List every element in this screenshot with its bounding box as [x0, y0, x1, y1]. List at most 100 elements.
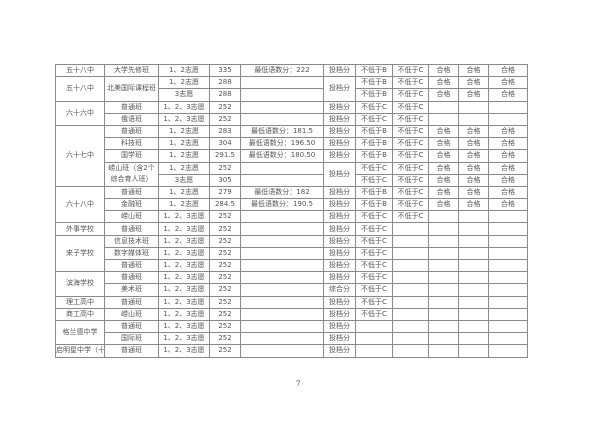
table-cell: 投档分	[323, 161, 356, 187]
table-cell: 不低于C	[355, 173, 393, 187]
table-cell	[458, 210, 489, 224]
table-cell: 1、2、3志愿	[158, 295, 210, 309]
table-cell: 普通班	[104, 100, 159, 114]
table-cell	[488, 100, 528, 114]
table-cell: 投档分	[323, 112, 356, 126]
table-cell: 投档分	[323, 198, 356, 212]
table-cell: 投档分	[323, 234, 356, 248]
table-cell: 普通班	[104, 258, 159, 273]
page-number: 7	[296, 380, 301, 388]
table-cell	[428, 319, 459, 334]
table-cell: 283	[209, 124, 241, 139]
table-cell: 1、2、3志愿	[158, 100, 210, 114]
table-row: 金融班 1、2志愿 284.5 最低语数分：190.5 投档分 不低于B 不低于C 合格 合格合…	[56, 198, 528, 212]
table-cell: 335	[209, 63, 241, 78]
table-cell: 不低于B	[355, 76, 393, 90]
table-cell	[240, 112, 324, 126]
table-cell: 合格	[458, 149, 489, 163]
table-cell: 不低于C	[355, 234, 393, 248]
table-cell: 252	[209, 210, 241, 224]
table-cell: 不低于C	[392, 185, 429, 200]
table-row: 来子学校 信息技术班 1、2、3志愿 252 投档分 不低于C	[55, 234, 528, 273]
table-cell	[240, 271, 324, 285]
table-cell: 合格	[488, 76, 528, 90]
table-cell: 五十八中	[55, 76, 105, 102]
table-cell	[458, 271, 489, 285]
table-cell: 普通班	[104, 222, 159, 236]
table-cell	[488, 222, 528, 236]
table-cell: 理工高中	[55, 295, 105, 309]
table-row: 商工高中 崂山班 1、2、3志愿 252 投档分 不低于C	[55, 307, 528, 321]
table-cell: 252	[209, 283, 241, 297]
table-cell	[458, 283, 489, 297]
table-cell	[392, 234, 429, 248]
table-cell: 不低于C	[392, 198, 429, 212]
table-cell: 252	[209, 222, 241, 236]
table-cell	[488, 271, 528, 285]
table-cell: 合格	[458, 76, 489, 90]
table-cell: 284.5	[209, 198, 241, 212]
table-cell	[428, 100, 459, 114]
table-cell	[428, 271, 459, 285]
table-cell: 投档分	[323, 100, 356, 114]
table-body: 五十八中 大学先修班 1、2志愿 335 最低语数分：222 投档分 不低于B 不低于C 合格合…	[55, 63, 528, 358]
table-cell: 不低于C	[392, 210, 429, 224]
table-cell: 不低于B	[355, 63, 393, 78]
table-cell: 普通班	[104, 344, 159, 358]
table-cell: 252	[209, 258, 241, 273]
table-cell	[488, 234, 528, 248]
table-cell: 291.5	[209, 149, 241, 163]
table-cell: 合格	[428, 198, 459, 212]
table-cell: 252	[209, 100, 241, 114]
table-cell: 不低于C	[392, 124, 429, 139]
table-cell: 合格	[428, 88, 459, 102]
table-cell: 崂山班（含2个综合育人班）	[104, 161, 159, 187]
table-cell: 合格	[488, 185, 528, 200]
table-cell: 1、2、3志愿	[158, 246, 210, 261]
table-cell	[355, 332, 393, 346]
table-cell: 最低语数分：222	[240, 63, 324, 78]
table-cell: 288	[209, 88, 241, 102]
table-cell: 金融班	[104, 198, 159, 212]
table-cell	[240, 210, 324, 224]
table-cell: 合格	[458, 88, 489, 102]
table-cell	[428, 222, 459, 236]
table-cell	[428, 344, 459, 358]
table-cell	[392, 246, 429, 261]
table-cell: 合格	[428, 161, 459, 175]
table-row: 格兰德中学 普通班 1、2、3志愿 252 投档分	[55, 319, 528, 346]
admission-score-table: 五十八中 大学先修班 1、2志愿 335 最低语数分：222 投档分 不低于B 不低于C 合格合…	[55, 63, 528, 358]
table-cell: 1、2、3志愿	[158, 234, 210, 248]
table-cell: 不低于C	[355, 161, 393, 175]
table-cell: 304	[209, 137, 241, 151]
table-cell: 1、2、3志愿	[158, 344, 210, 358]
table-cell	[428, 258, 459, 273]
table-cell: 最低语数分：180.50	[240, 149, 324, 163]
table-cell: 1、2志愿	[158, 76, 210, 90]
table-cell: 252	[209, 295, 241, 309]
table-cell	[488, 307, 528, 321]
table-cell: 不低于C	[355, 283, 393, 297]
table-cell: 国学班	[104, 149, 159, 163]
table-cell: 合格	[488, 161, 528, 175]
table-cell: 不低于C	[392, 88, 429, 102]
table-cell: 普通班	[104, 271, 159, 285]
table-cell: 投档分	[323, 246, 356, 261]
table-cell	[240, 222, 324, 236]
table-row: 国际班 1、2、3志愿 252 投档分	[56, 332, 528, 346]
table-cell: 合格	[428, 137, 459, 151]
table-cell: 不低于B	[355, 185, 393, 200]
table-cell	[240, 258, 324, 273]
table-cell	[458, 100, 489, 114]
table-cell: 六十八中	[55, 185, 105, 224]
table-cell: 1、2、3志愿	[158, 210, 210, 224]
table-cell: 合格	[458, 173, 489, 187]
table-cell: 投档分	[323, 124, 356, 139]
table-cell: 1、2志愿	[158, 137, 210, 151]
table-cell: 商工高中	[55, 307, 105, 321]
table-cell	[488, 258, 528, 273]
table-cell	[488, 283, 528, 297]
table-cell	[428, 112, 459, 126]
table-cell: 1、2、3志愿	[158, 307, 210, 321]
table-cell: 投档分	[323, 210, 356, 224]
